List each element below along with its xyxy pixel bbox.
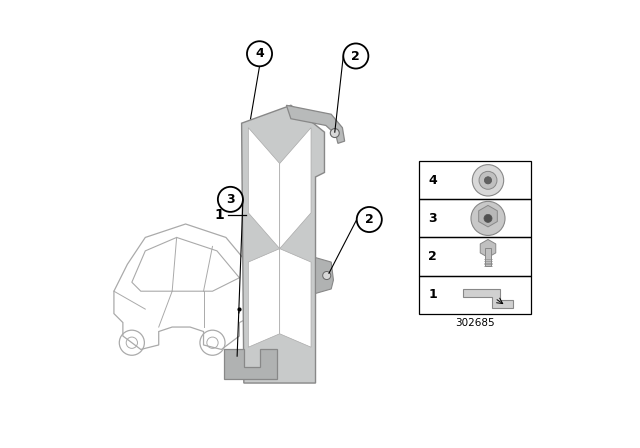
Circle shape <box>218 187 243 212</box>
Circle shape <box>323 271 331 280</box>
Text: 2: 2 <box>428 250 437 263</box>
Polygon shape <box>280 249 311 347</box>
Circle shape <box>479 172 497 189</box>
Circle shape <box>472 165 504 196</box>
Polygon shape <box>242 105 324 383</box>
Text: 302685: 302685 <box>455 318 494 327</box>
Bar <box>419 161 531 199</box>
Circle shape <box>484 177 492 184</box>
Circle shape <box>343 43 369 69</box>
Text: 4: 4 <box>428 174 437 187</box>
Polygon shape <box>463 289 513 308</box>
Circle shape <box>471 202 505 236</box>
Polygon shape <box>280 128 311 249</box>
Polygon shape <box>248 249 280 347</box>
Text: 3: 3 <box>226 193 235 206</box>
Circle shape <box>330 129 339 138</box>
Bar <box>419 199 531 237</box>
Text: 1: 1 <box>215 208 225 222</box>
Circle shape <box>484 214 492 223</box>
Text: 2: 2 <box>365 213 374 226</box>
Polygon shape <box>248 128 280 249</box>
Polygon shape <box>316 258 333 293</box>
Text: 2: 2 <box>351 49 360 63</box>
Text: 4: 4 <box>255 47 264 60</box>
Polygon shape <box>287 105 345 143</box>
Bar <box>485 249 491 266</box>
Bar <box>419 276 531 314</box>
Circle shape <box>356 207 382 232</box>
Text: 3: 3 <box>428 212 437 225</box>
Bar <box>419 237 531 276</box>
Polygon shape <box>224 349 278 379</box>
Text: 1: 1 <box>428 288 437 301</box>
Circle shape <box>247 41 272 66</box>
